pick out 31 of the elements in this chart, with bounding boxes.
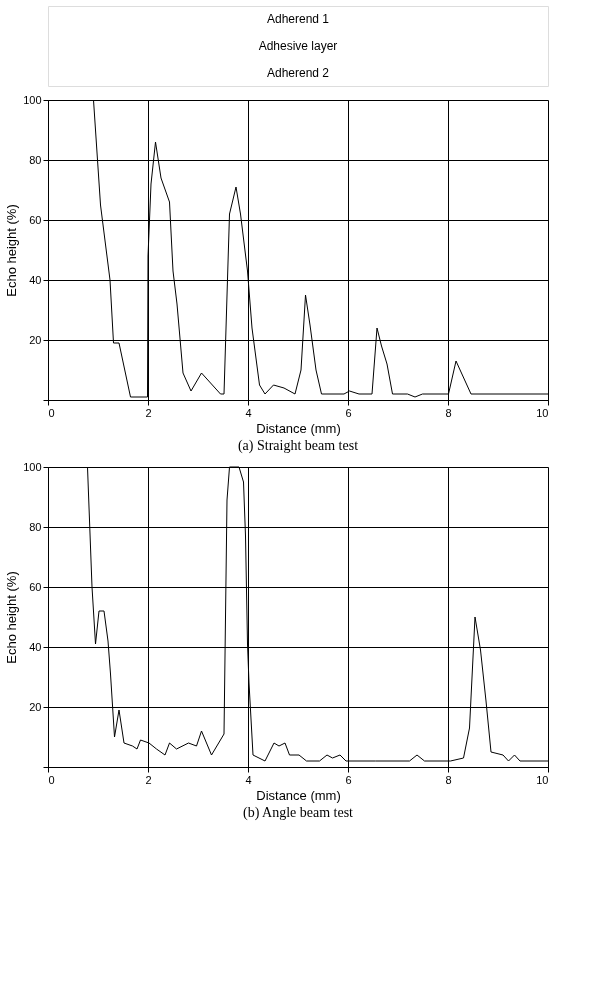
text: Adherend 2 <box>266 65 330 80</box>
y-tick-label: 40 <box>29 640 42 653</box>
x-tick-label: 8 <box>445 406 452 419</box>
x-tick-label: 10 <box>536 406 549 419</box>
x-tick-label: 0 <box>48 773 55 786</box>
x-tick-label: 2 <box>145 406 152 419</box>
y-tick-label: 60 <box>29 213 42 226</box>
text: Adhesive layer <box>258 39 338 53</box>
y-axis-title: Echo height (%) <box>4 571 20 664</box>
text: (b) Angle beam test <box>242 805 354 821</box>
x-tick-label: 8 <box>445 773 452 786</box>
text: Adherend 1 <box>266 12 330 27</box>
y-tick-label: 60 <box>29 580 42 593</box>
x-tick-label: 6 <box>345 406 352 419</box>
x-tick-label: 4 <box>245 773 252 786</box>
y-tick-label: 20 <box>29 333 42 346</box>
y-tick-label: 40 <box>29 273 42 286</box>
x-axis-title: Distance (mm) <box>256 787 341 803</box>
y-tick-label: 80 <box>29 520 42 533</box>
y-tick-label: 100 <box>23 460 42 473</box>
y-axis-title: Echo height (%) <box>4 204 20 297</box>
y-tick-label: 100 <box>23 93 42 106</box>
x-tick-label: 2 <box>145 773 152 786</box>
x-tick-label: 4 <box>245 406 252 419</box>
y-tick-label: 20 <box>29 700 42 713</box>
x-tick-label: 10 <box>536 773 549 786</box>
x-tick-label: 0 <box>48 406 55 419</box>
x-tick-label: 6 <box>345 773 352 786</box>
x-axis-title: Distance (mm) <box>256 420 341 436</box>
y-tick-label: 80 <box>29 153 42 166</box>
text: (a) Straight beam test <box>237 438 359 454</box>
